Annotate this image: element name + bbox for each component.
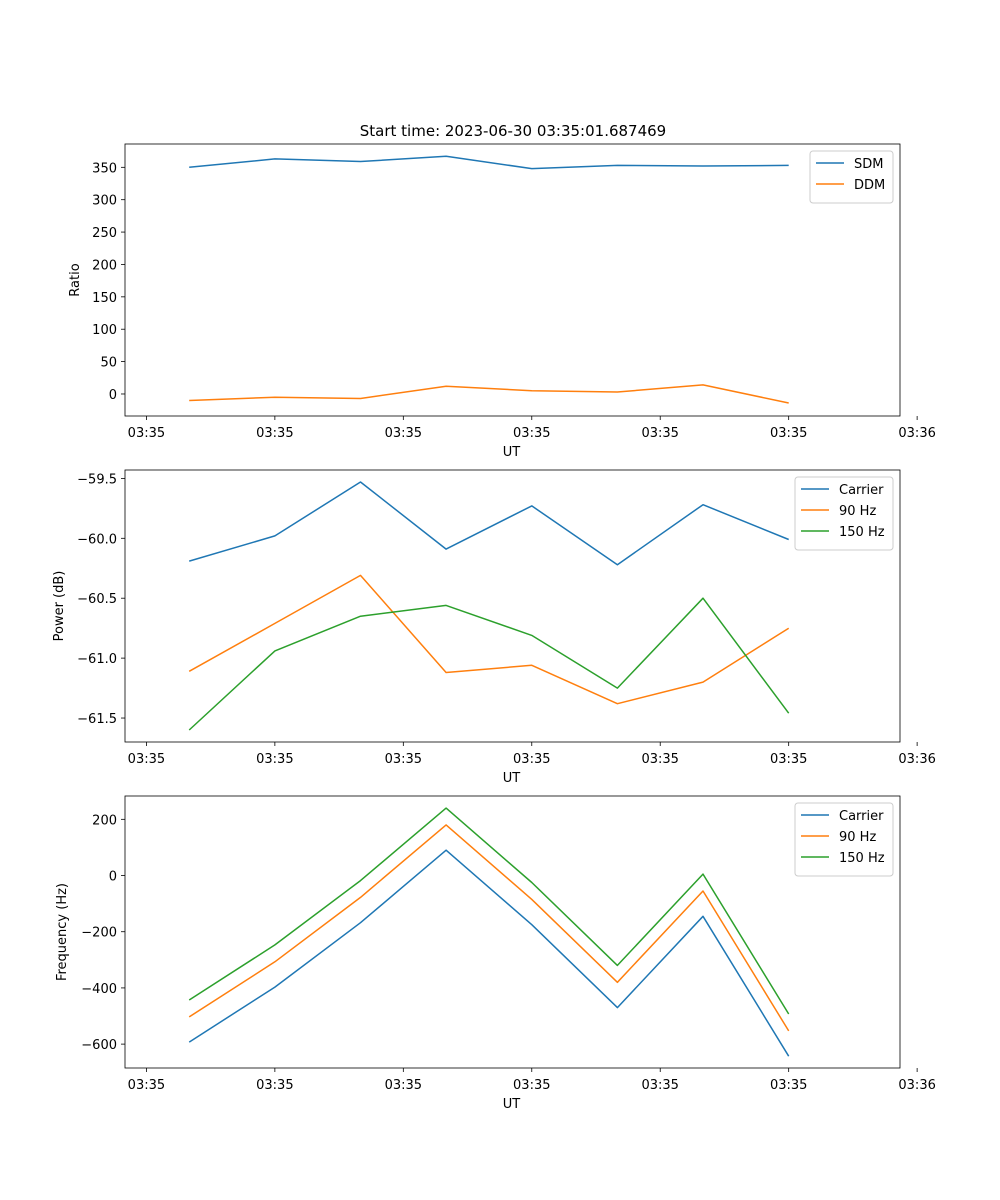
y-tick-label: 350 — [92, 161, 117, 176]
x-tick-label: 03:36 — [898, 752, 935, 767]
series-line-ddm — [189, 384, 789, 404]
legend-label: 150 Hz — [839, 851, 885, 866]
chart-title: Start time: 2023-06-30 03:35:01.687469 — [360, 122, 666, 140]
subplot-1: 03:35 03:35 03:35 03:35 03:35 03:35 03:36 0 50 10… — [68, 143, 936, 460]
series-line-carrier — [188, 849, 790, 1057]
x-tick-label: 03:35 — [128, 1078, 165, 1093]
x-axis-label: UT — [503, 771, 521, 786]
x-tick-label: 03:35 — [385, 1078, 422, 1093]
x-tick-label: 03:35 — [513, 752, 550, 767]
legend: SDM DDM — [809, 150, 894, 204]
x-tick-label: 03:35 — [513, 426, 550, 441]
legend-label: 150 Hz — [839, 525, 885, 540]
legend: Carrier 90 Hz 150 Hz — [794, 476, 894, 551]
y-tick-label: 300 — [92, 194, 117, 209]
x-tick-label: 03:35 — [513, 1078, 550, 1093]
x-axis-label: UT — [503, 445, 521, 460]
y-tick-label: −60.0 — [77, 532, 117, 547]
series-line-150-hz — [188, 807, 790, 1015]
y-tick-label: 0 — [109, 388, 117, 403]
plot-frame — [124, 795, 901, 1069]
y-tick-label: 200 — [92, 813, 117, 828]
subplot-2: 03:35 03:35 03:35 03:35 03:35 03:35 03:36 −61.5… — [52, 469, 936, 786]
y-tick-label: −200 — [81, 926, 117, 941]
legend-box — [809, 150, 894, 204]
series-line-90-hz — [188, 824, 790, 1032]
x-tick-label: 03:35 — [385, 752, 422, 767]
x-tick-label: 03:35 — [770, 1078, 807, 1093]
series-line-90-hz — [188, 574, 790, 705]
x-axis-label: UT — [503, 1097, 521, 1112]
x-tick-label: 03:35 — [641, 1078, 678, 1093]
legend-label: 90 Hz — [839, 830, 876, 845]
legend-label: Carrier — [839, 483, 884, 498]
y-tick-label: 200 — [92, 258, 117, 273]
x-tick-label: 03:35 — [256, 426, 293, 441]
plot-frame — [124, 469, 901, 743]
y-tick-label: 0 — [109, 870, 117, 885]
x-tick-label: 03:35 — [128, 426, 165, 441]
y-tick-label: −60.5 — [77, 592, 117, 607]
y-tick-label: 250 — [92, 226, 117, 241]
legend-label: SDM — [854, 157, 883, 172]
y-tick-label: −61.5 — [77, 712, 117, 727]
y-tick-label: 100 — [92, 323, 117, 338]
x-tick-label: 03:35 — [385, 426, 422, 441]
x-tick-label: 03:35 — [256, 752, 293, 767]
y-axis-label: Power (dB) — [52, 571, 67, 642]
y-tick-label: −600 — [81, 1038, 117, 1053]
plot-frame — [124, 143, 901, 417]
x-tick-label: 03:35 — [641, 752, 678, 767]
y-axis-label: Frequency (Hz) — [55, 883, 70, 981]
series-line-sdm — [189, 155, 789, 170]
series-line-150-hz — [188, 597, 790, 731]
y-tick-label: −400 — [81, 982, 117, 997]
x-tick-label: 03:35 — [641, 426, 678, 441]
legend: Carrier 90 Hz 150 Hz — [794, 802, 894, 877]
y-tick-label: −61.0 — [77, 652, 117, 667]
x-tick-label: 03:35 — [770, 426, 807, 441]
y-tick-label: 50 — [100, 356, 117, 371]
legend-label: Carrier — [839, 809, 884, 824]
y-tick-label: −59.5 — [77, 472, 117, 487]
y-axis-label: Ratio — [68, 263, 83, 296]
x-tick-label: 03:35 — [770, 752, 807, 767]
x-tick-label: 03:35 — [128, 752, 165, 767]
subplot-3: 03:35 03:35 03:35 03:35 03:35 03:35 03:36 −600 −… — [55, 795, 936, 1112]
legend-label: 90 Hz — [839, 504, 876, 519]
y-tick-label: 150 — [92, 291, 117, 306]
legend-label: DDM — [854, 178, 885, 193]
x-tick-label: 03:36 — [898, 426, 935, 441]
series-line-carrier — [188, 481, 789, 566]
x-tick-label: 03:36 — [898, 1078, 935, 1093]
x-tick-label: 03:35 — [256, 1078, 293, 1093]
